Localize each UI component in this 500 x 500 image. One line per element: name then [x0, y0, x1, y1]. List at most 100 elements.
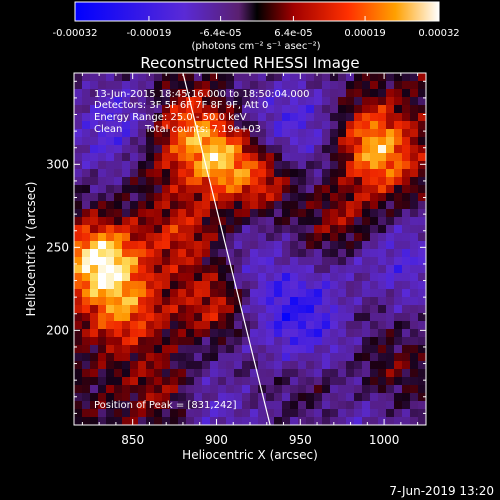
heatmap-cell [130, 153, 139, 162]
heatmap-cell [138, 113, 147, 122]
heatmap-cell [130, 97, 139, 106]
heatmap-cell [378, 217, 387, 226]
heatmap-cell [114, 145, 123, 154]
heatmap-cell [234, 329, 243, 338]
heatmap-cell [106, 297, 115, 306]
heatmap-cell [346, 361, 355, 370]
heatmap-cell [210, 337, 219, 346]
heatmap-cell [322, 313, 331, 322]
heatmap-cell [122, 241, 131, 250]
heatmap-cell [130, 289, 139, 298]
heatmap-cell [418, 161, 426, 170]
heatmap-cell [162, 353, 171, 362]
heatmap-cell [250, 377, 259, 386]
heatmap-cell [394, 153, 403, 162]
heatmap-cell [258, 137, 267, 146]
heatmap-cell [394, 129, 403, 138]
heatmap-cell [194, 345, 203, 354]
heatmap-cell [226, 257, 235, 266]
peak-position-text: Position of Peak = [831,242] [94, 400, 237, 411]
heatmap-cell [218, 353, 227, 362]
heatmap-cell [394, 241, 403, 250]
heatmap-cell [170, 121, 179, 130]
heatmap-cell [354, 185, 363, 194]
heatmap-cell [266, 313, 275, 322]
heatmap-cell [202, 121, 211, 130]
heatmap-cell [74, 409, 83, 418]
heatmap-cell [186, 129, 195, 138]
heatmap-cell [82, 401, 91, 410]
heatmap-cell [418, 329, 426, 338]
heatmap-cell [98, 89, 107, 98]
heatmap-cell [386, 273, 395, 282]
heatmap-cell [330, 257, 339, 266]
heatmap-cell [274, 369, 283, 378]
heatmap-cell [82, 249, 91, 258]
heatmap-cell [218, 233, 227, 242]
heatmap-cell [186, 289, 195, 298]
heatmap-cell [130, 145, 139, 154]
heatmap-cell [394, 273, 403, 282]
heatmap-cell [234, 369, 243, 378]
heatmap-cell [162, 409, 171, 418]
heatmap-cell [290, 169, 299, 178]
heatmap-cell [330, 337, 339, 346]
heatmap-cell [378, 233, 387, 242]
heatmap-cell [378, 105, 387, 114]
heatmap-cell [354, 417, 363, 425]
heatmap-cell [90, 177, 99, 186]
heatmap-cell [346, 145, 355, 154]
heatmap-cell [418, 105, 426, 114]
heatmap-cell [378, 353, 387, 362]
heatmap-cell [178, 137, 187, 146]
heatmap-cell [274, 305, 283, 314]
heatmap-cell [130, 297, 139, 306]
heatmap-cell [346, 177, 355, 186]
heatmap-cell [194, 329, 203, 338]
heatmap-cell [402, 161, 411, 170]
heatmap-cell [378, 393, 387, 402]
heatmap-cell [266, 409, 275, 418]
heatmap-cell [178, 97, 187, 106]
heatmap-cell [354, 385, 363, 394]
heatmap-cell [130, 257, 139, 266]
heatmap-cell [74, 321, 83, 330]
heatmap-cell [90, 345, 99, 354]
heatmap-cell [378, 257, 387, 266]
heatmap-cell [354, 89, 363, 98]
heatmap-cell [234, 393, 243, 402]
heatmap-cell [170, 409, 179, 418]
heatmap-cell [370, 401, 379, 410]
heatmap-cell [114, 345, 123, 354]
heatmap-cell [106, 409, 115, 418]
heatmap-cell [394, 145, 403, 154]
heatmap-cell [202, 353, 211, 362]
heatmap-cell [138, 313, 147, 322]
heatmap-cell [114, 385, 123, 394]
heatmap-cell [314, 369, 323, 378]
heatmap-cell [122, 97, 131, 106]
heatmap-cell [394, 281, 403, 290]
heatmap-cell [354, 297, 363, 306]
heatmap-cell [370, 377, 379, 386]
heatmap-cell [242, 401, 251, 410]
heatmap-cell [306, 177, 315, 186]
heatmap-cell [114, 265, 123, 274]
heatmap-cell [274, 169, 283, 178]
heatmap-cell [250, 409, 259, 418]
heatmap-cell [74, 97, 83, 106]
heatmap-cell [242, 377, 251, 386]
heatmap-cell [90, 137, 99, 146]
heatmap-cell [178, 145, 187, 154]
heatmap-cell [362, 145, 371, 154]
heatmap-cell [338, 345, 347, 354]
heatmap-cell [186, 73, 195, 82]
heatmap-cell [290, 241, 299, 250]
heatmap-cell [146, 345, 155, 354]
heatmap-cell [218, 89, 227, 98]
heatmap-cell [322, 329, 331, 338]
heatmap-cell [178, 185, 187, 194]
heatmap-cell [418, 265, 426, 274]
heatmap-cell [370, 89, 379, 98]
heatmap-cell [234, 257, 243, 266]
